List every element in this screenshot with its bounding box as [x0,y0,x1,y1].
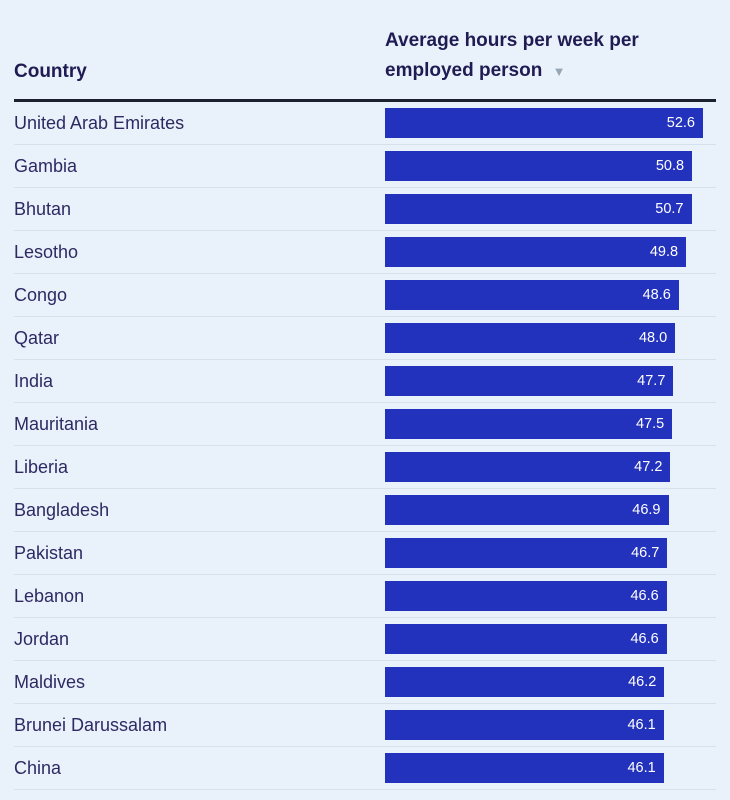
value-bar: 46.7 [385,538,668,568]
column-header-country[interactable]: Country [14,61,87,82]
country-name: Bangladesh [14,499,110,520]
bar-cell: 46.1 [385,710,716,740]
country-name: Maldives [14,671,86,692]
table-row: Bhutan 50.7 [14,188,716,231]
value-bar: 46.6 [385,624,667,654]
table-row: Maldives 46.2 [14,661,716,704]
value-bar: 47.5 [385,409,673,439]
value-bar: 46.2 [385,667,665,697]
bar-value-label: 46.6 [630,588,659,604]
value-bar: 49.8 [385,237,687,267]
bar-value-label: 47.5 [635,416,665,432]
bar-cell: 52.6 [385,108,716,138]
country-name: United Arab Emirates [14,112,185,133]
table-row: Gambia 50.8 [14,145,716,188]
bar-value-label: 52.6 [666,115,695,131]
table-row: Jordan 46.6 [14,618,716,661]
value-bar: 50.7 [385,194,692,224]
bar-value-label: 48.0 [638,330,668,346]
bar-value-label: 46.1 [627,717,656,733]
country-name: China [14,757,62,778]
bar-value-label: 47.2 [634,459,663,475]
country-name: Congo [14,284,68,305]
bar-cell: 46.6 [385,624,716,654]
table-row: Pakistan 46.7 [14,532,716,575]
table-row: Bangladesh 46.9 [14,489,716,532]
country-name: Brunei Darussalam [14,714,168,735]
bar-value-label: 48.6 [642,287,671,303]
bar-cell: 47.5 [385,409,716,439]
country-name: Gambia [14,155,78,176]
value-bar: 47.7 [385,366,674,396]
country-name: Qatar [14,327,60,348]
bar-value-label: 50.8 [655,158,685,174]
bar-value-label: 46.9 [632,502,661,518]
value-bar: 46.1 [385,710,664,740]
bar-value-label: 50.7 [655,201,684,217]
bar-cell: 49.8 [385,237,716,267]
bar-cell: 47.7 [385,366,716,396]
value-bar: 47.2 [385,452,671,482]
bar-cell: 46.7 [385,538,716,568]
country-name: Liberia [14,456,69,477]
country-name: Mauritania [14,413,99,434]
bar-cell: 47.2 [385,452,716,482]
bar-value-label: 49.8 [649,244,679,260]
table-row: China 46.1 [14,747,716,790]
column-header-metric[interactable]: Average hours per week per employed pers… [385,26,716,87]
value-bar: 46.1 [385,753,664,783]
bar-cell: 50.8 [385,151,716,181]
table-row: Lesotho 49.8 [14,231,716,274]
bar-cell: 50.7 [385,194,716,224]
bar-value-label: 47.7 [637,373,666,389]
bar-cell: 46.9 [385,495,716,525]
table-header: Country Average hours per week per emplo… [14,0,716,102]
country-name: Lesotho [14,241,79,262]
country-name: India [14,370,54,391]
table-row: Mauritania 47.5 [14,403,716,446]
bar-cell: 46.1 [385,753,716,783]
table-row: United Arab Emirates 52.6 [14,102,716,145]
table-row: Brunei Darussalam 46.1 [14,704,716,747]
value-bar: 50.8 [385,151,693,181]
table-body: United Arab Emirates 52.6 Gambia 50.8 Bhutan… [14,102,716,790]
table-row: Congo 48.6 [14,274,716,317]
country-name: Bhutan [14,198,72,219]
table-row: India 47.7 [14,360,716,403]
sort-descending-icon[interactable]: ▼ [552,64,566,79]
bar-cell: 46.6 [385,581,716,611]
value-bar: 52.6 [385,108,703,138]
column-header-metric-label: Average hours per week per employed pers… [385,30,639,81]
bar-cell: 48.6 [385,280,716,310]
bar-cell: 48.0 [385,323,716,353]
table-row: Lebanon 46.6 [14,575,716,618]
bar-value-label: 46.7 [631,545,660,561]
bar-value-label: 46.6 [630,631,659,647]
country-name: Pakistan [14,542,84,563]
table-row: Qatar 48.0 [14,317,716,360]
bar-value-label: 46.2 [628,674,657,690]
value-bar: 46.6 [385,581,667,611]
country-name: Lebanon [14,585,85,606]
value-bar: 48.6 [385,280,679,310]
bar-value-label: 46.1 [627,760,656,776]
bar-cell: 46.2 [385,667,716,697]
value-bar: 48.0 [385,323,676,353]
table-row: Liberia 47.2 [14,446,716,489]
value-bar: 46.9 [385,495,669,525]
country-name: Jordan [14,628,70,649]
